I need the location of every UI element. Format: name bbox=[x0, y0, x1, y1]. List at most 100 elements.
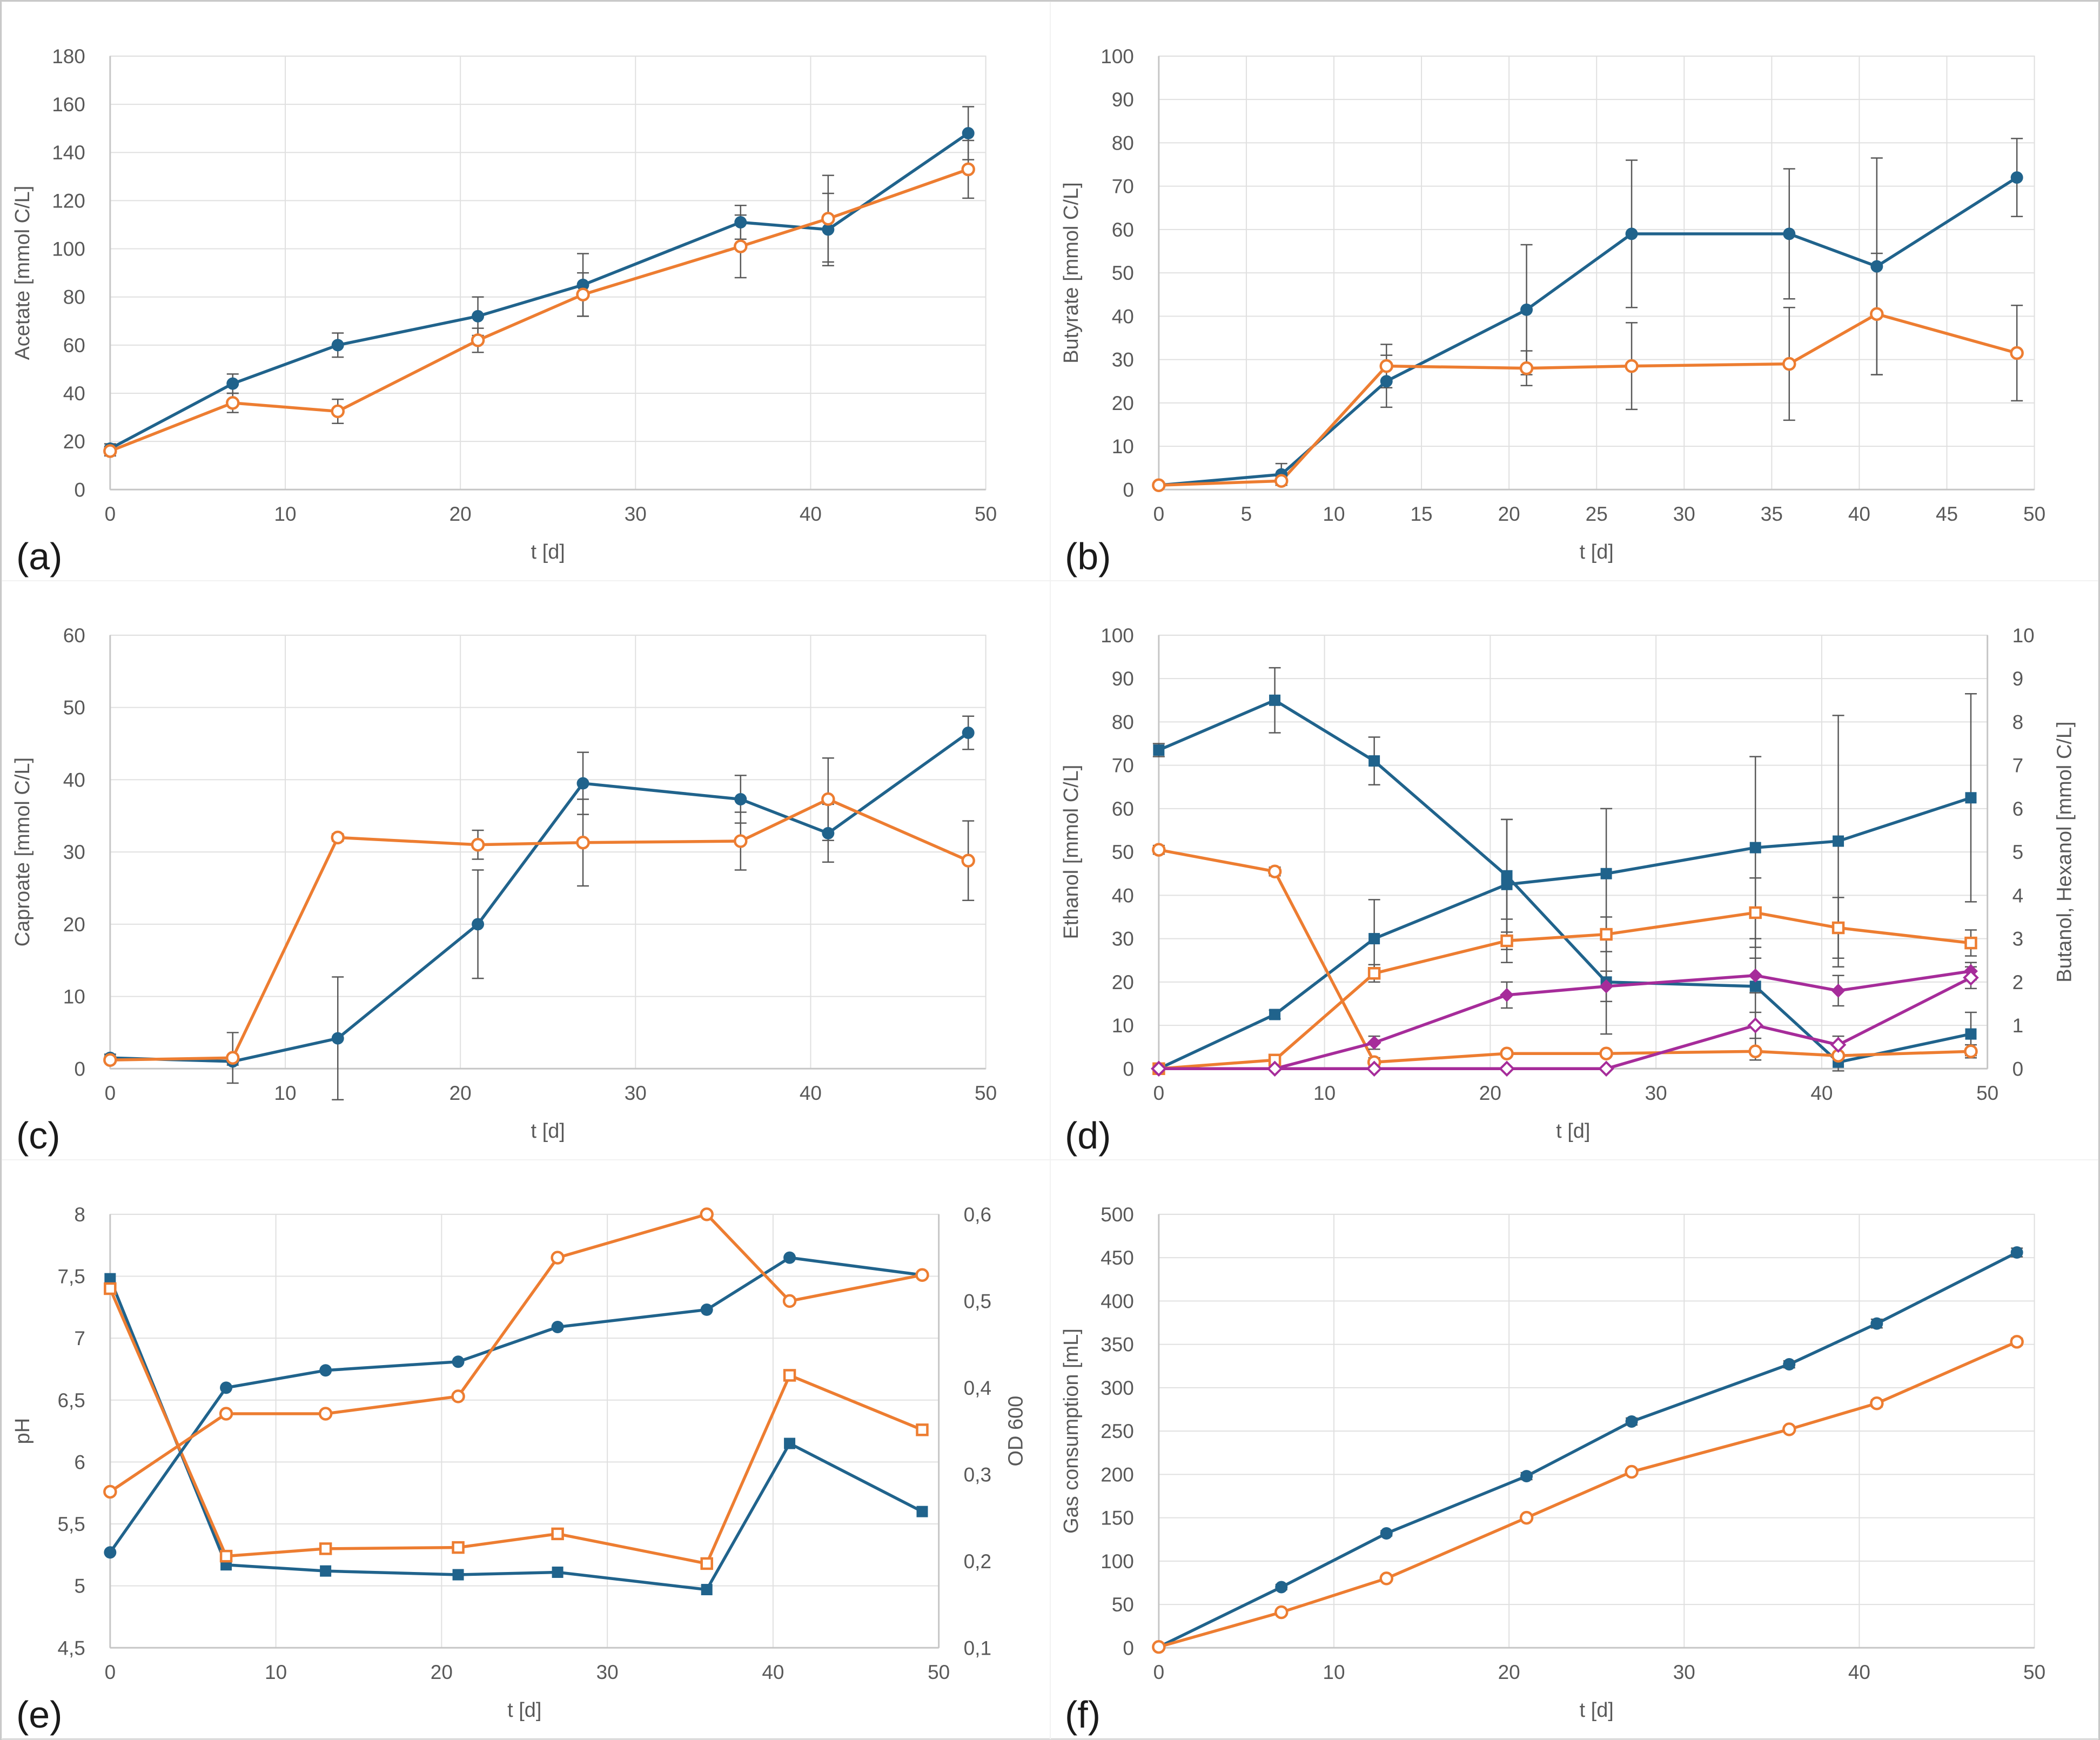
data-point-marker bbox=[784, 1437, 796, 1449]
data-point-marker bbox=[700, 1207, 714, 1222]
data-point-marker bbox=[1832, 835, 1844, 847]
y-tick-label: 60 bbox=[1111, 219, 1133, 241]
series-lines bbox=[109, 731, 970, 1063]
data-point-marker bbox=[319, 1542, 332, 1555]
data-point-marker bbox=[1599, 928, 1613, 941]
error-bars bbox=[1152, 138, 2023, 488]
y-tick-label: 450 bbox=[1101, 1247, 1134, 1269]
gridlines bbox=[109, 635, 987, 1070]
x-tick-label: 10 bbox=[1323, 503, 1345, 525]
series-lines bbox=[109, 131, 970, 453]
data-point-marker bbox=[318, 1407, 333, 1421]
data-point-marker bbox=[1964, 792, 1976, 804]
data-point-marker bbox=[1600, 868, 1612, 879]
data-point-marker bbox=[1598, 1060, 1614, 1077]
y-tick-label: 180 bbox=[52, 45, 85, 68]
secondary-y-tick-label: 7 bbox=[2012, 755, 2023, 777]
data-point-marker bbox=[551, 1251, 565, 1265]
plot-border bbox=[109, 55, 987, 491]
data-point-marker bbox=[1869, 307, 1884, 321]
y-tick-label: 4,5 bbox=[57, 1637, 85, 1660]
data-point-marker bbox=[1870, 260, 1883, 273]
plot-border bbox=[109, 1214, 940, 1649]
data-point-marker bbox=[821, 792, 835, 807]
y-tick-label: 160 bbox=[52, 93, 85, 116]
series-line-blue-closed-squares-pH bbox=[109, 1277, 924, 1591]
panel-letter: (a) bbox=[16, 535, 62, 577]
x-tick-label: 40 bbox=[1810, 1082, 1833, 1104]
secondary-y-tick-label: 0,6 bbox=[964, 1204, 991, 1226]
x-tick-label: 5 bbox=[1240, 503, 1252, 525]
data-point-marker bbox=[226, 377, 239, 390]
data-point-marker bbox=[915, 1268, 929, 1282]
data-point-marker bbox=[1501, 878, 1513, 890]
series-lines bbox=[109, 1213, 924, 1591]
x-tick-label: 40 bbox=[800, 503, 822, 525]
data-point-marker bbox=[104, 1546, 117, 1559]
panel-letter: (b) bbox=[1064, 535, 1110, 577]
data-point-marker bbox=[1624, 359, 1639, 373]
y-tick-label: 20 bbox=[63, 913, 85, 936]
data-point-marker bbox=[1964, 937, 1977, 950]
data-point-marker bbox=[103, 444, 117, 458]
data-point-marker bbox=[471, 838, 485, 852]
data-point-marker bbox=[331, 404, 345, 419]
data-point-marker bbox=[1782, 357, 1796, 371]
y-tick-label: 40 bbox=[63, 382, 85, 405]
data-point-marker bbox=[219, 1550, 233, 1563]
data-point-marker bbox=[1379, 359, 1393, 373]
x-tick-label: 30 bbox=[1673, 503, 1695, 525]
error-bars bbox=[104, 715, 975, 1101]
x-tick-label: 40 bbox=[1848, 1662, 1870, 1684]
data-point-marker bbox=[1151, 843, 1166, 857]
data-point-marker bbox=[2009, 1335, 2024, 1349]
gridlines bbox=[1158, 635, 1988, 1070]
panel-b: 0 5 10 15 20 25 30 35 40 45 50 0 10 20 30 40 50 60 70 80 90 1… bbox=[1050, 2, 2098, 581]
panel-d-svg: 0 10 20 30 40 50 0 10 20 30 40 50 60 70 80 90 100 0 1 2 3 4 5 6… bbox=[1059, 624, 2076, 1157]
y-tick-label: 20 bbox=[63, 431, 85, 453]
series-line-orange-open-circles bbox=[109, 167, 970, 453]
series-line-blue-closed-circles bbox=[109, 131, 970, 451]
secondary-y-tick-label: 0 bbox=[2012, 1058, 2023, 1080]
y-tick-label: 40 bbox=[1111, 885, 1133, 907]
data-point-marker bbox=[783, 1252, 796, 1264]
data-point-marker bbox=[1380, 375, 1393, 388]
x-tick-label: 40 bbox=[800, 1082, 822, 1104]
data-point-marker bbox=[1625, 227, 1638, 240]
y-tick-label: 20 bbox=[1111, 392, 1133, 414]
y-tick-label: 6 bbox=[74, 1452, 85, 1474]
series-lines bbox=[1157, 176, 2018, 487]
data-point-marker bbox=[1831, 921, 1844, 935]
y-tick-label: 350 bbox=[1101, 1334, 1134, 1356]
x-tick-label: 50 bbox=[2023, 1662, 2045, 1684]
x-tick-label: 10 bbox=[1313, 1082, 1336, 1104]
y-tick-label: 50 bbox=[1111, 841, 1133, 863]
y-tick-label: 0 bbox=[1123, 479, 1134, 501]
y-tick-label: 5,5 bbox=[57, 1513, 85, 1535]
secondary-y-tick-label: 0,1 bbox=[964, 1637, 991, 1660]
y-tick-label: 100 bbox=[1101, 1550, 1134, 1573]
y-tick-label: 5 bbox=[74, 1575, 85, 1597]
data-point-marker bbox=[1520, 303, 1533, 316]
data-point-marker bbox=[331, 339, 344, 352]
series-line-orange-open-squares-rising bbox=[1157, 911, 1972, 1071]
data-point-marker bbox=[452, 1569, 464, 1581]
x-tick-label: 50 bbox=[975, 1082, 997, 1104]
data-point-marker bbox=[1749, 842, 1761, 854]
y-tick-label: 0 bbox=[74, 479, 85, 501]
y-tick-label: 40 bbox=[1111, 305, 1133, 327]
x-tick-label: 20 bbox=[449, 503, 472, 525]
secondary-y-tick-label: 10 bbox=[2012, 624, 2034, 647]
data-point-marker bbox=[1274, 1581, 1287, 1594]
secondary-y-tick-label: 9 bbox=[2012, 668, 2023, 690]
y-axis-title: Acetate [mmol C/L] bbox=[11, 186, 34, 360]
series-line-blue-closed-circles bbox=[1157, 1251, 2018, 1649]
y-tick-label: 200 bbox=[1101, 1464, 1134, 1486]
secondary-y-tick-label: 2 bbox=[2012, 971, 2023, 993]
panel-e: 0 10 20 30 40 50 4,5 5 5,5 6 6,5 7 7,5 8 0,1 0,2 0,3 0,4 0… bbox=[2, 1160, 1050, 1739]
data-point-marker bbox=[1500, 935, 1513, 948]
data-point-marker bbox=[961, 162, 975, 177]
data-point-marker bbox=[1748, 968, 1762, 983]
data-point-marker bbox=[734, 793, 747, 806]
